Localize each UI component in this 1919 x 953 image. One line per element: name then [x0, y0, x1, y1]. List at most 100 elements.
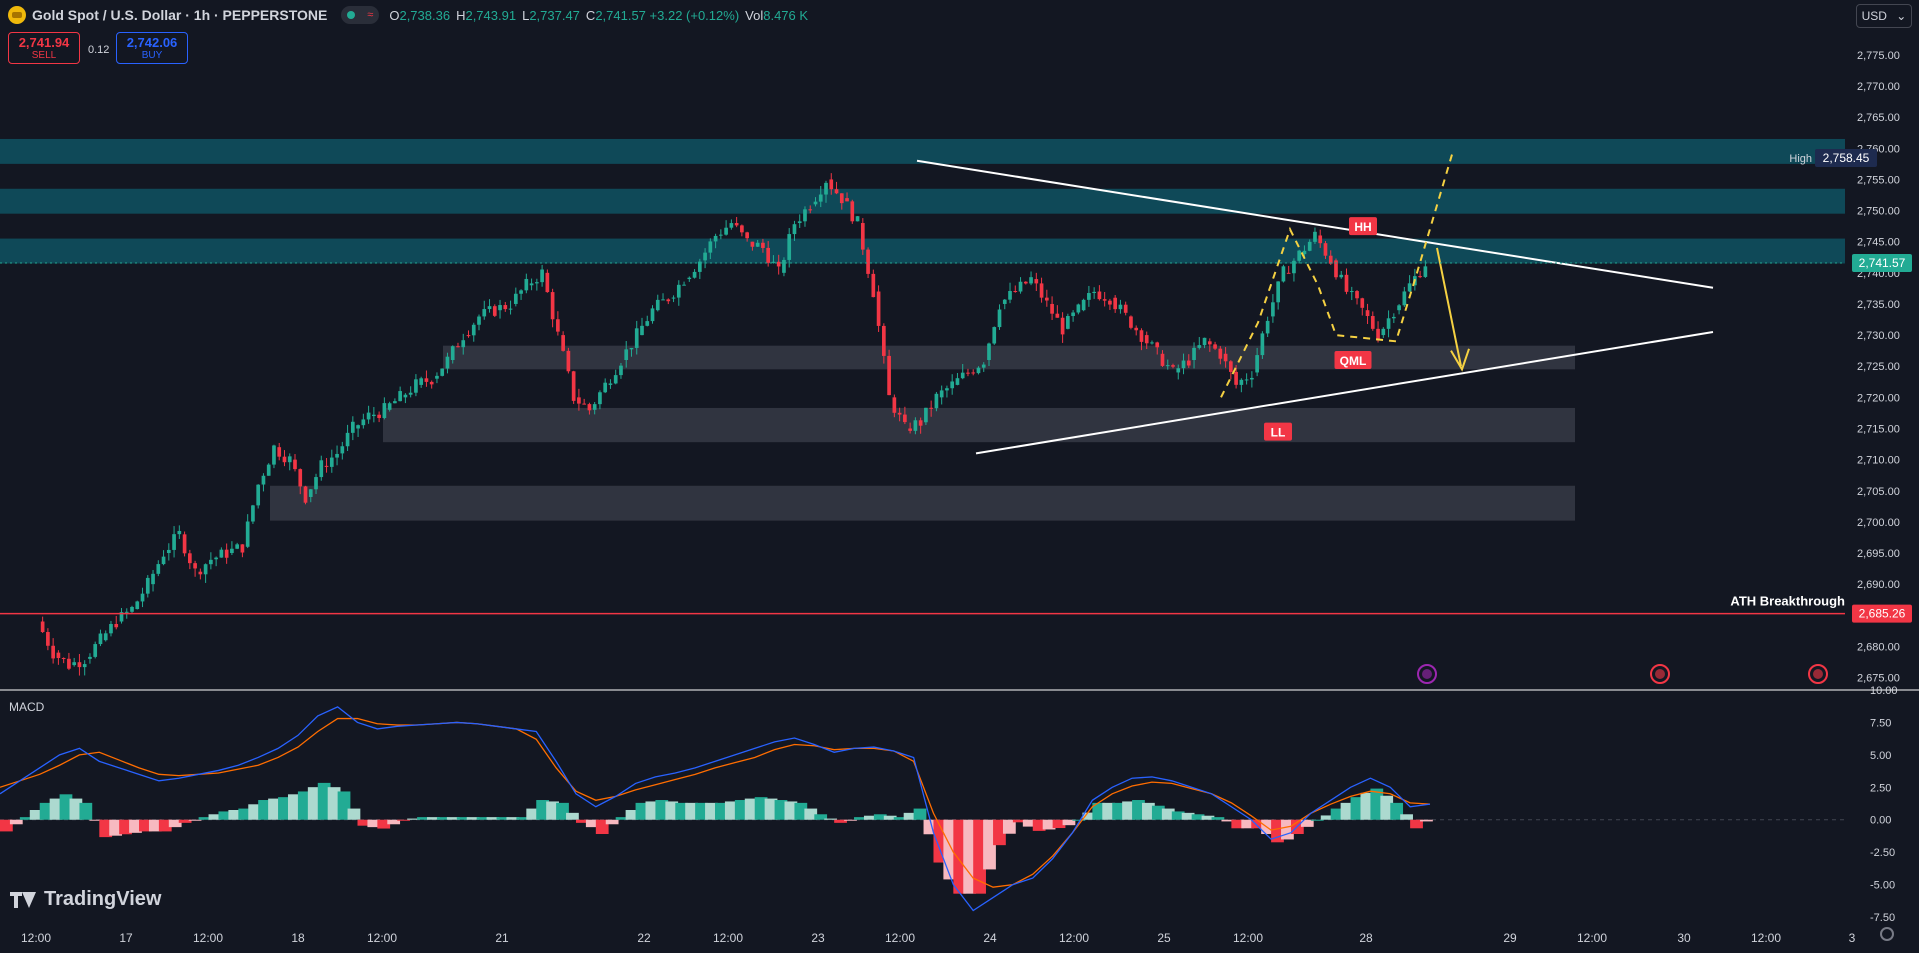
macd-histogram-bar — [585, 819, 599, 828]
candle-body — [1244, 379, 1249, 381]
macd-histogram-bar — [1092, 802, 1106, 820]
candle-body — [592, 404, 597, 410]
macd-indicator-label[interactable]: MACD — [9, 700, 45, 714]
arrow-head-icon — [1450, 348, 1470, 372]
candle-body — [808, 209, 813, 211]
macd-histogram-bar — [1410, 819, 1423, 829]
candle-body — [1302, 250, 1307, 255]
tradingview-logo[interactable]: TradingView — [10, 888, 161, 911]
candle-body — [1323, 243, 1328, 256]
sell-button[interactable]: 2,741.94 SELL — [8, 32, 80, 64]
macd-histogram-bar — [89, 819, 103, 821]
candle-body — [77, 662, 82, 668]
macd-histogram-bar — [526, 808, 540, 820]
candle-body — [498, 305, 502, 311]
candle-body — [1108, 300, 1112, 305]
macd-histogram-bar — [824, 818, 838, 820]
lightning-event-icon-inner — [1422, 669, 1432, 679]
candle-body — [561, 335, 565, 351]
buy-price: 2,742.06 — [126, 35, 178, 50]
macd-histogram-bar — [446, 817, 460, 820]
macd-histogram-bar — [536, 800, 550, 820]
time-tick-label: 12:00 — [1059, 931, 1089, 945]
time-tick-label: 12:00 — [1751, 931, 1781, 945]
buy-button[interactable]: 2,742.06 BUY — [116, 32, 188, 64]
candle-body — [934, 393, 939, 409]
candle-body — [556, 319, 560, 332]
candle-body — [1207, 341, 1212, 345]
macd-histogram-bar — [645, 801, 659, 820]
macd-histogram-bar — [59, 794, 73, 820]
candle-body — [324, 465, 329, 467]
gear-icon[interactable] — [1880, 927, 1894, 941]
macd-histogram-bar — [794, 802, 808, 820]
price-tick-label: 2,700.00 — [1857, 517, 1900, 529]
candle-body — [839, 193, 844, 204]
candle-body — [435, 375, 439, 379]
candle-body — [535, 282, 539, 284]
macd-histogram-bar — [903, 812, 917, 820]
candle-body — [166, 549, 171, 554]
candle-body — [519, 290, 523, 294]
candle-body — [46, 632, 50, 646]
candle-body — [293, 459, 297, 470]
macd-histogram-bar — [1082, 812, 1096, 820]
macd-tick-label: -7.50 — [1870, 912, 1895, 924]
macd-histogram-bar — [1390, 802, 1404, 820]
candle-body — [1355, 291, 1359, 299]
candle-body — [1002, 299, 1007, 304]
candle-body — [1186, 360, 1191, 366]
macd-tick-label: 7.50 — [1870, 717, 1891, 729]
candle-body — [540, 269, 544, 283]
candle-body — [461, 340, 466, 348]
candle-body — [477, 316, 481, 325]
macd-histogram-bar — [19, 817, 33, 820]
macd-histogram-bar — [625, 810, 639, 820]
candle-body — [188, 553, 192, 564]
macd-histogram-bar — [893, 817, 907, 820]
candle-body — [145, 577, 150, 594]
candle-body — [529, 283, 534, 286]
low-value: 2,737.47 — [529, 7, 580, 23]
candle-body — [403, 394, 408, 398]
price-tick-label: 2,750.00 — [1857, 206, 1900, 218]
candle-body — [361, 419, 366, 426]
candle-body — [577, 397, 581, 404]
macd-histogram-bar — [943, 819, 957, 880]
macd-histogram-bar — [655, 800, 669, 820]
candle-body — [1260, 333, 1265, 356]
price-tick-label: 2,775.00 — [1857, 50, 1900, 62]
macd-histogram-bar — [119, 819, 132, 835]
price-tick-label: 2,735.00 — [1857, 299, 1900, 311]
candle-body — [1044, 297, 1049, 301]
symbol-name: Gold Spot / U.S. Dollar · 1h · PEPPERSTO… — [32, 7, 328, 23]
candle-body — [161, 556, 166, 565]
macd-histogram-bar — [218, 811, 232, 820]
candle-body — [1071, 312, 1075, 317]
currency-select[interactable]: USD ⌄ — [1856, 4, 1912, 28]
candle-body — [1328, 255, 1333, 264]
candle-body — [314, 477, 318, 490]
symbol-title[interactable]: Gold Spot / U.S. Dollar · 1h · PEPPERSTO… — [0, 6, 327, 24]
market-open-icon — [347, 11, 356, 19]
candle-body — [1013, 290, 1018, 292]
market-status-pill[interactable]: ≈ — [341, 6, 380, 24]
candle-body — [750, 241, 755, 247]
ath-value-badge — [1852, 604, 1912, 623]
macd-histogram-bar — [953, 819, 967, 894]
price-tick-label: 2,720.00 — [1857, 392, 1900, 404]
candle-body — [1391, 316, 1396, 319]
candle-body — [487, 306, 492, 310]
macd-histogram-bar — [49, 798, 63, 820]
macd-histogram-bar — [1171, 811, 1185, 820]
candle-body — [524, 278, 529, 291]
macd-histogram-bar — [347, 808, 361, 820]
demand-zone — [270, 485, 1575, 521]
candle-body — [624, 349, 629, 360]
current-price-badge — [1852, 254, 1912, 273]
candle-body — [56, 652, 61, 659]
candle-body — [818, 194, 823, 202]
spread-value: 0.12 — [88, 44, 110, 56]
time-tick-label: 12:00 — [193, 931, 223, 945]
